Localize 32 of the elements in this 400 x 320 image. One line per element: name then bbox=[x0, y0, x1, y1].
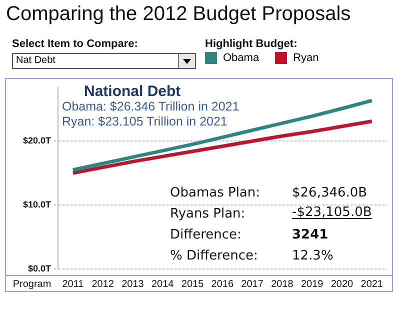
annotation: Difference: bbox=[170, 227, 242, 242]
annotation: $26,346.0B bbox=[292, 185, 368, 200]
legend-label: Ryan bbox=[293, 52, 319, 64]
y-tick-label: $0.0T bbox=[28, 263, 52, 274]
x-tick-label: 2019 bbox=[300, 278, 324, 290]
annotation: Obama: $26.346 Trillion in 2021 bbox=[62, 99, 240, 114]
annotation: National Debt bbox=[84, 83, 181, 100]
annotation: Obamas Plan: bbox=[170, 185, 260, 200]
annotation: Ryans Plan: bbox=[170, 206, 246, 222]
x-tick-label: 2014 bbox=[152, 278, 174, 290]
legend-title: Highlight Budget: bbox=[205, 38, 298, 50]
annotation: % Difference: bbox=[170, 248, 258, 264]
x-tick-label: 2013 bbox=[122, 278, 144, 290]
dropdown-field: Nat Debt bbox=[12, 53, 196, 69]
annotation: 3241 bbox=[292, 227, 328, 242]
annotation: 12.3% bbox=[292, 248, 334, 264]
x-tick-label: 2021 bbox=[360, 278, 384, 290]
x-axis-title: Program bbox=[12, 278, 52, 290]
x-tick-label: 2020 bbox=[330, 278, 354, 290]
x-tick-label: 2015 bbox=[181, 278, 204, 290]
annotation: Ryan: $23.105 Trillion in 2021 bbox=[62, 114, 228, 128]
x-tick-label: 2012 bbox=[92, 278, 114, 290]
y-tick-label: $10.0T bbox=[22, 200, 52, 210]
x-tick-label: 2017 bbox=[241, 278, 264, 290]
text: Select Item to Compare: bbox=[12, 38, 138, 50]
y-tick-label: $20.0T bbox=[22, 136, 52, 146]
x-tick-label: 2018 bbox=[271, 278, 294, 290]
chart-title: Comparing the 2012 Budget Proposals bbox=[6, 3, 351, 26]
x-tick-label: 2016 bbox=[211, 278, 234, 290]
annotation: -$23,105.0B bbox=[292, 205, 372, 222]
legend-label: Obama bbox=[223, 52, 260, 64]
x-tick-label: 2011 bbox=[62, 278, 84, 290]
